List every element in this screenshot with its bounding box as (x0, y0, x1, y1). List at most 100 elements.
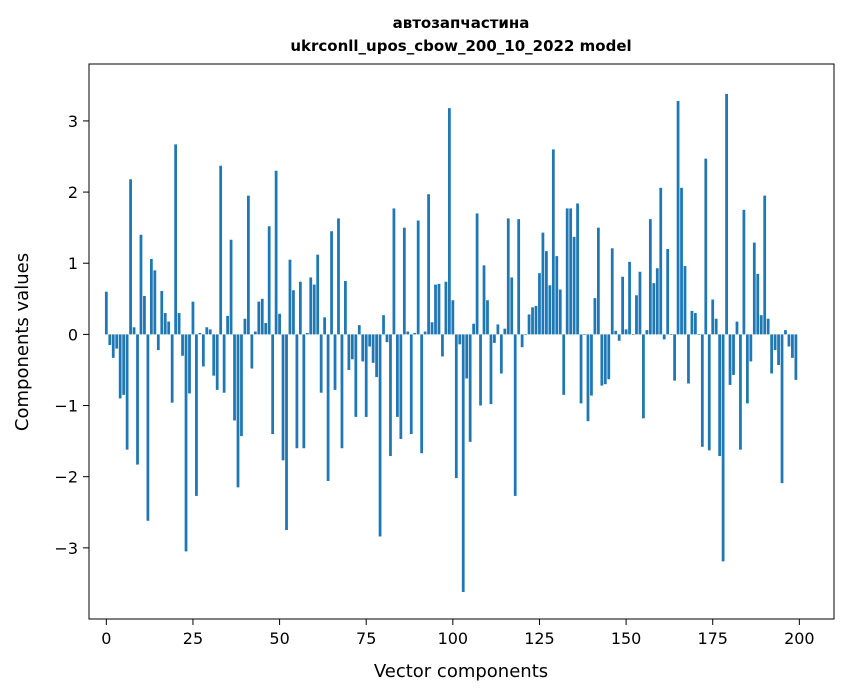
bar (160, 290, 164, 335)
bar (285, 334, 288, 531)
bar (316, 254, 320, 335)
x-tick-label: 150 (611, 629, 642, 648)
bar (694, 313, 697, 335)
y-tick-label: 0 (68, 325, 78, 344)
bar (662, 334, 666, 340)
bar (354, 334, 358, 417)
x-tick-label: 200 (784, 629, 815, 648)
bar (240, 334, 243, 437)
bar (721, 334, 725, 562)
bar (368, 334, 372, 347)
chart-subtitle: ukrconll_upos_cbow_200_10_2022 model (290, 37, 631, 55)
bar (586, 334, 590, 422)
y-tick-label: 3 (68, 112, 78, 131)
bar (344, 281, 347, 335)
bar (576, 203, 579, 335)
bar (271, 334, 275, 434)
bar (385, 334, 389, 343)
bar (551, 149, 555, 335)
bar (181, 334, 184, 356)
bar (201, 334, 205, 367)
bar (680, 187, 683, 335)
bar (628, 261, 631, 335)
bar (579, 334, 583, 404)
bar (146, 334, 150, 521)
bar (479, 334, 482, 406)
y-tick-label: 2 (68, 183, 78, 202)
bar (496, 324, 500, 335)
bar (191, 301, 195, 335)
bar (177, 313, 181, 335)
bar (520, 334, 524, 348)
bar (219, 165, 223, 335)
bar (402, 227, 406, 335)
bar (382, 315, 385, 335)
bar (451, 300, 455, 335)
bar (486, 300, 489, 335)
bar (399, 334, 403, 439)
bar (583, 334, 586, 335)
bar (794, 334, 798, 380)
bar (676, 101, 680, 335)
bar (430, 322, 434, 335)
bar (413, 332, 417, 335)
bar (416, 220, 420, 335)
bar (541, 232, 545, 335)
bar (274, 170, 278, 335)
y-tick-label: −1 (54, 397, 78, 416)
bar (212, 334, 216, 376)
bar (364, 334, 368, 417)
bar (784, 330, 787, 335)
bar (461, 334, 465, 592)
plot-area-frame (88, 63, 835, 620)
bar (139, 234, 143, 335)
bar (396, 334, 399, 417)
bar (115, 334, 119, 349)
bar (745, 334, 749, 404)
bar (292, 290, 295, 335)
bar (659, 187, 663, 335)
x-axis-label: Vector components (374, 661, 548, 682)
bar (163, 313, 167, 335)
bar (489, 334, 493, 405)
bar (260, 298, 264, 335)
bar (718, 334, 722, 457)
bar (423, 331, 427, 335)
bar (170, 334, 174, 403)
bar (129, 179, 132, 335)
bar (188, 334, 191, 394)
bar (506, 218, 510, 335)
bar (475, 213, 479, 335)
bar (683, 266, 687, 335)
bar (236, 334, 240, 488)
bar (226, 315, 229, 335)
bar (132, 327, 136, 335)
bar (728, 334, 732, 385)
bar (700, 334, 704, 447)
bar (122, 334, 126, 395)
bar (517, 219, 521, 335)
bar (482, 265, 486, 335)
bar (215, 334, 219, 390)
bar (513, 334, 517, 496)
bar (288, 259, 292, 335)
bar (773, 334, 777, 351)
bar (340, 334, 344, 449)
x-axis-ticks: 0 25 50 75 100 125 150 175 200 (101, 619, 815, 648)
bar (635, 295, 638, 335)
bar (655, 268, 659, 335)
bar (247, 195, 250, 335)
bar (735, 321, 739, 335)
bar (309, 277, 313, 335)
bar (638, 271, 642, 335)
bar (593, 298, 597, 335)
bar (697, 334, 701, 335)
bar (524, 334, 527, 335)
bar (447, 108, 451, 335)
bar (434, 284, 437, 335)
bar (527, 314, 531, 335)
bar (222, 334, 226, 393)
bar (756, 273, 760, 335)
bar (458, 334, 462, 345)
